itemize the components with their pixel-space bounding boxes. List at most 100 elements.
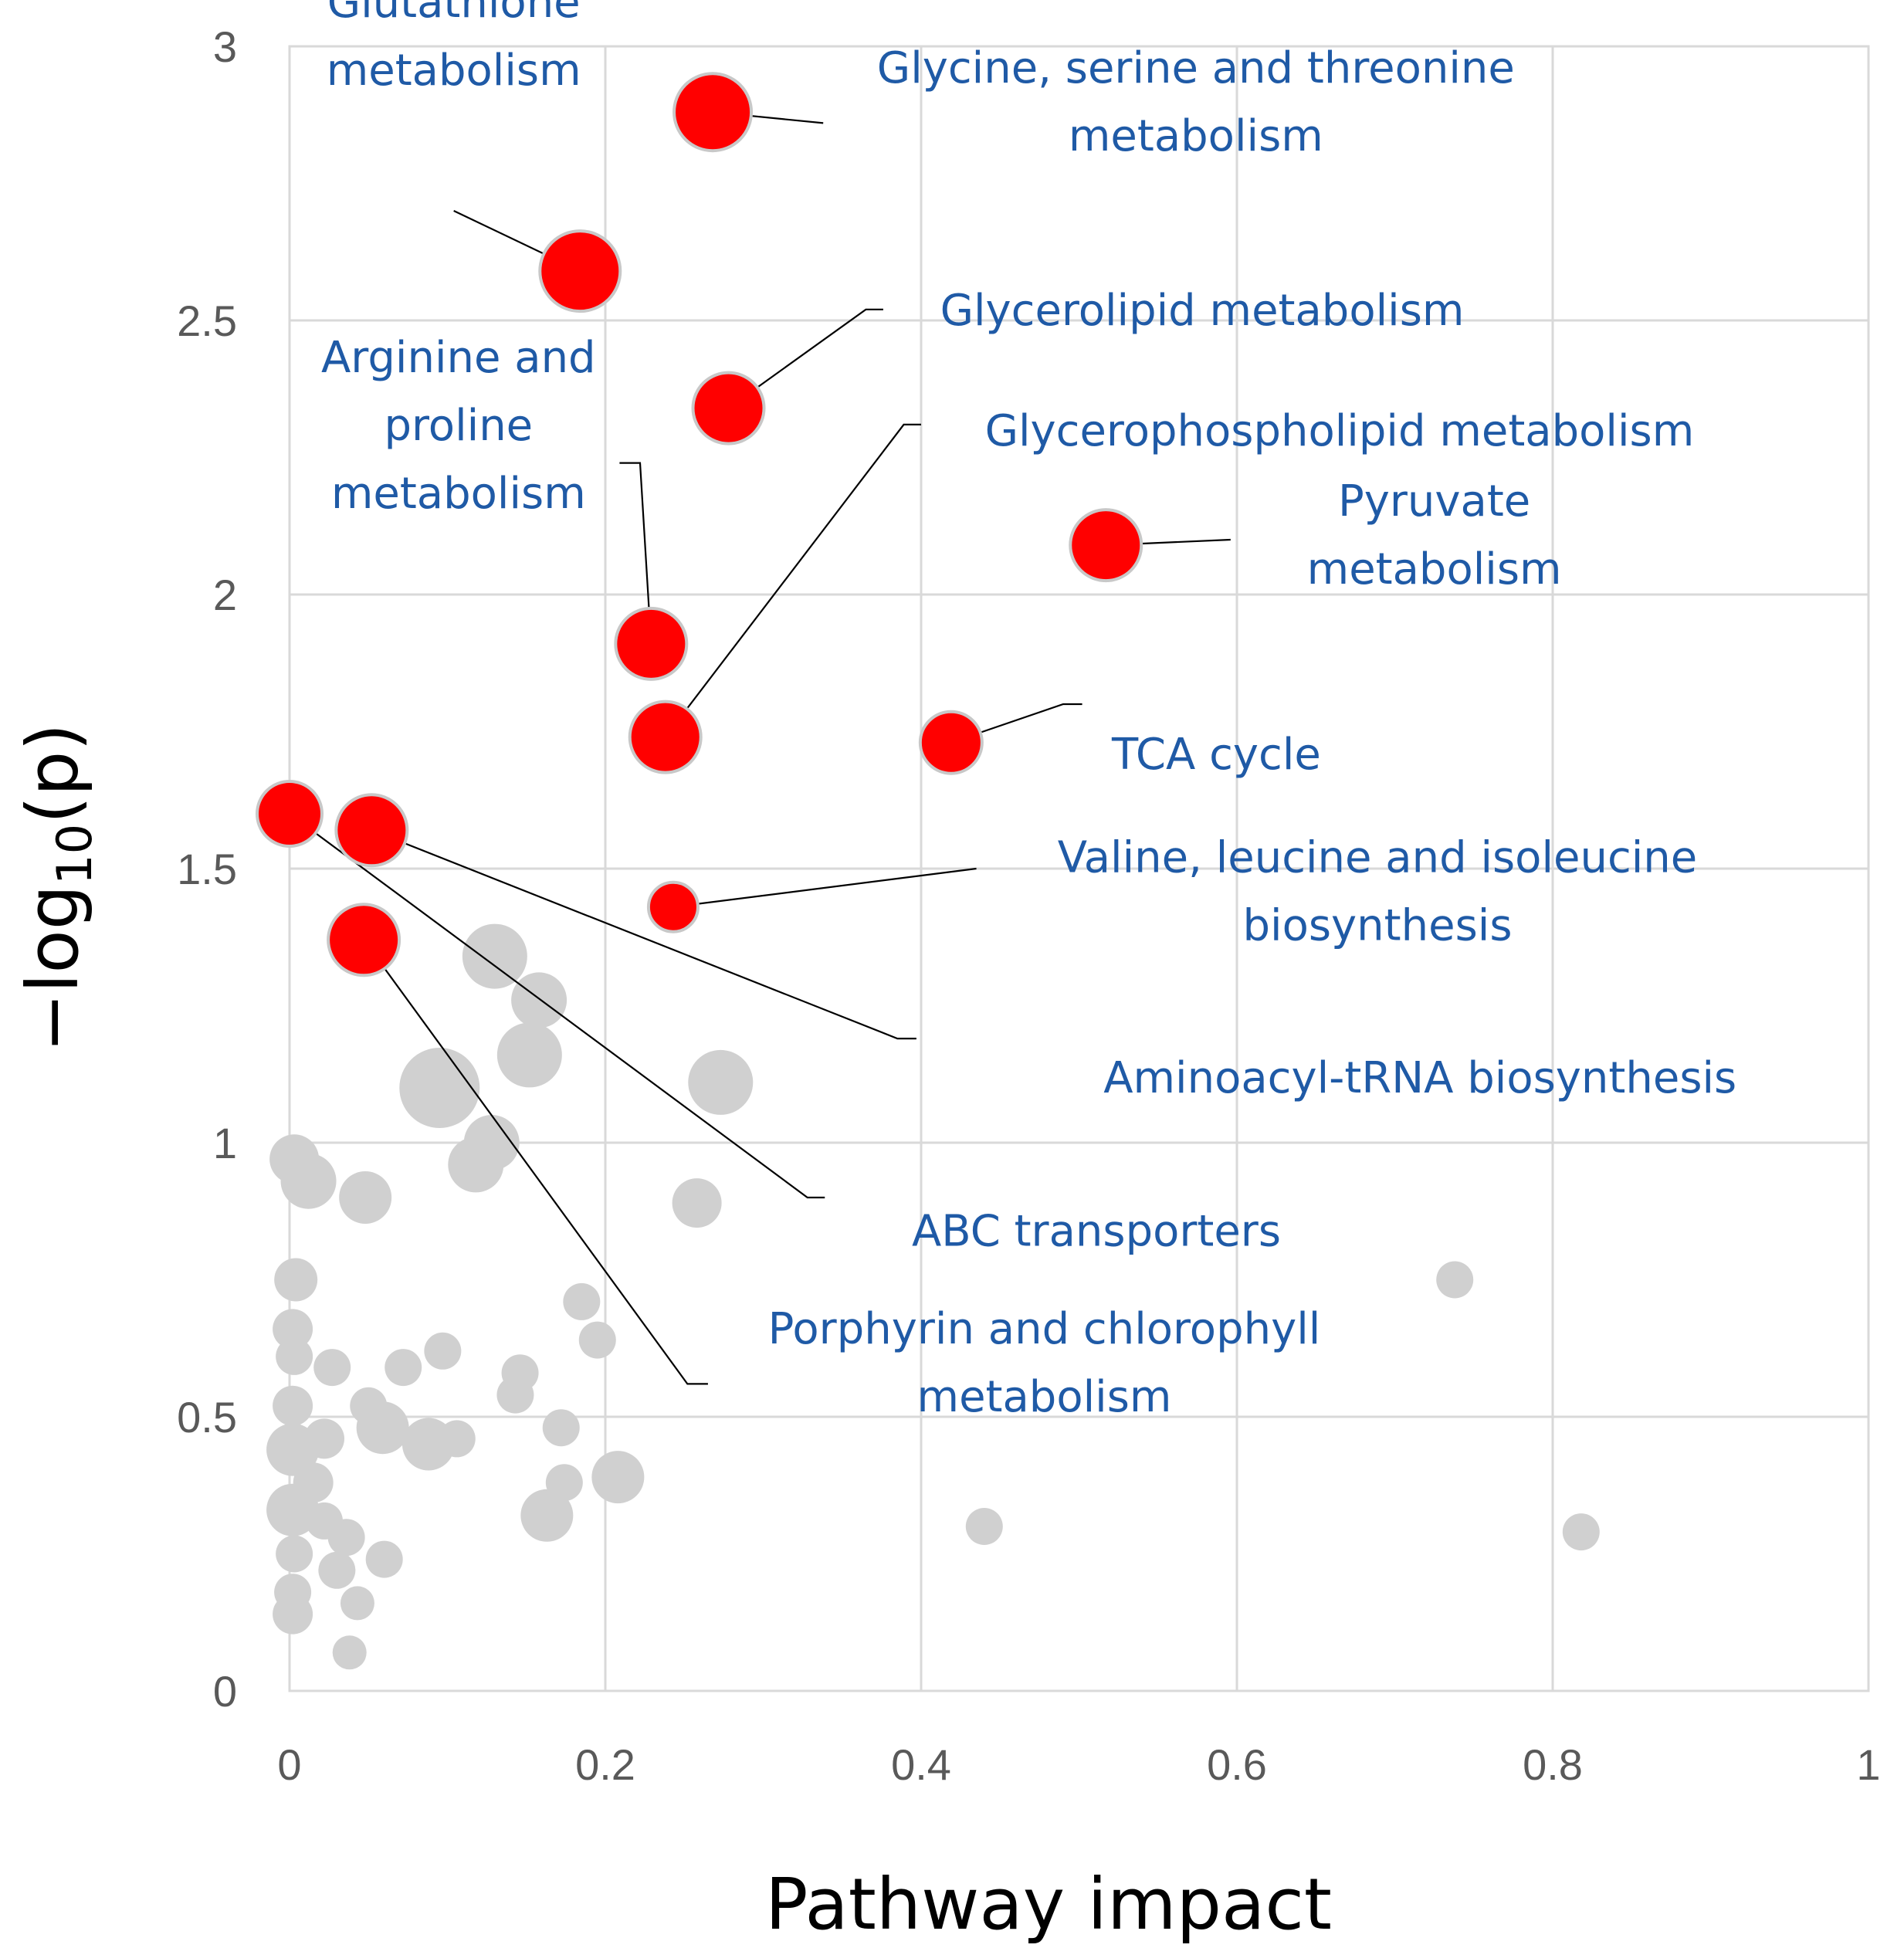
nonsignificant-pathway-point xyxy=(356,1401,409,1455)
nonsignificant-pathway-point xyxy=(578,1321,616,1359)
nonsignificant-pathway-point xyxy=(496,1022,562,1088)
annotation-leader-line xyxy=(672,867,977,908)
pathway-annotation-line: metabolism xyxy=(917,1372,1172,1422)
significant-pathway-point xyxy=(646,880,700,933)
pathway-annotation-line: metabolism xyxy=(327,46,581,96)
pathway-annotation-line: Glycerolipid metabolism xyxy=(940,286,1465,336)
annotation-leader-line xyxy=(371,829,916,1040)
pathway-annotation-line: Glycerophospholipid metabolism xyxy=(985,406,1695,456)
nonsignificant-pathway-point xyxy=(274,1258,318,1302)
nonsignificant-pathway-point xyxy=(563,1282,601,1320)
pathway-annotation-line: Valine, leucine and isoleucine xyxy=(1058,832,1698,883)
annotation-leader-line xyxy=(289,813,825,1199)
nonsignificant-pathway-point xyxy=(266,1483,320,1536)
significant-pathway-point xyxy=(334,793,409,868)
pathway-annotation-label: Glycine, serine and threonine metabolism xyxy=(877,43,1515,161)
x-tick-label: 0.8 xyxy=(1523,1740,1583,1789)
significant-pathway-point xyxy=(1069,508,1143,583)
pathway-annotation-line: biosynthesis xyxy=(1243,900,1513,950)
nonsignificant-pathway-point xyxy=(318,1551,356,1589)
annotation-leader-line xyxy=(664,423,921,738)
nonsignificant-pathway-point xyxy=(496,1376,534,1414)
tick-labels-layer: 0 0.2 0.4 0.6 0.8 1 0 0.5 1 1.5 2 2.5 3 xyxy=(177,22,1880,1789)
x-tick-label: 0.2 xyxy=(575,1740,635,1789)
nonsignificant-pathway-point xyxy=(1562,1513,1600,1551)
nonsignificant-pathway-point xyxy=(424,1332,462,1370)
y-tick-label: 3 xyxy=(213,22,237,71)
pathway-annotation-line: Glycine, serine and threonine xyxy=(877,43,1515,93)
y-axis-title-suffix: (p) xyxy=(12,723,94,824)
nonsignificant-pathway-point xyxy=(385,1349,422,1387)
pathway-annotation-label: Glycerolipid metabolism xyxy=(940,286,1465,336)
pathway-annotation-line: metabolism xyxy=(1307,544,1562,595)
significant-pathway-point xyxy=(538,229,622,313)
nonsignificant-pathway-point xyxy=(965,1508,1003,1545)
pathway-annotation-label: Glycerophospholipid metabolism xyxy=(985,406,1695,456)
nonsignificant-pathway-point xyxy=(591,1451,645,1504)
pathway-annotation-label: ABC transporters xyxy=(912,1207,1281,1257)
significant-pathway-point xyxy=(691,371,766,445)
pathway-annotation-line: metabolism xyxy=(1069,111,1323,161)
nonsignificant-points-layer xyxy=(266,923,1600,1670)
pathway-annotation-line: proline xyxy=(384,401,533,451)
nonsignificant-pathway-point xyxy=(313,1349,351,1387)
x-tick-label: 1 xyxy=(1856,1740,1880,1789)
nonsignificant-pathway-point xyxy=(1436,1261,1474,1299)
annotation-leader-line xyxy=(619,462,652,644)
nonsignificant-pathway-point xyxy=(266,1423,320,1476)
annotation-labels-layer: Glutathione metabolism Glycine, serine and… xyxy=(321,0,1736,1422)
nonsignificant-pathway-point xyxy=(438,1420,476,1458)
pathway-annotation-line: Aminoacyl-tRNA biosynthesis xyxy=(1103,1053,1736,1103)
y-tick-label: 0.5 xyxy=(177,1393,237,1442)
pathway-annotation-line: Glutathione xyxy=(327,0,581,28)
pathway-annotation-label: Porphyrin and chlorophyll metabolism xyxy=(768,1304,1321,1422)
nonsignificant-pathway-point xyxy=(273,1594,313,1635)
annotation-leader-line xyxy=(950,703,1082,744)
y-tick-label: 2 xyxy=(213,571,237,619)
y-tick-label: 2.5 xyxy=(177,296,237,345)
x-tick-label: 0 xyxy=(277,1740,301,1789)
pathway-annotation-label: Glutathione metabolism xyxy=(327,0,581,96)
x-tick-label: 0.6 xyxy=(1207,1740,1267,1789)
nonsignificant-pathway-point xyxy=(339,1171,392,1224)
pathway-annotation-line: Arginine and xyxy=(321,333,596,383)
annotation-leader-line xyxy=(363,939,708,1385)
pathway-annotation-label: Aminoacyl-tRNA biosynthesis xyxy=(1103,1053,1736,1103)
significant-points-layer xyxy=(256,72,1143,977)
pathway-annotation-line: ABC transporters xyxy=(912,1207,1281,1257)
y-tick-label: 1 xyxy=(213,1119,237,1167)
nonsignificant-pathway-point xyxy=(448,1137,504,1193)
nonsignificant-pathway-point xyxy=(542,1409,580,1447)
nonsignificant-pathway-point xyxy=(340,1586,374,1621)
nonsignificant-pathway-point xyxy=(672,1178,722,1228)
nonsignificant-pathway-point xyxy=(273,1309,313,1350)
significant-pathway-point xyxy=(256,780,324,848)
significant-pathway-point xyxy=(614,606,689,681)
nonsignificant-pathway-point xyxy=(462,923,527,989)
y-axis-title-prefix: −log xyxy=(12,885,94,1052)
plot-frame xyxy=(288,45,1870,1692)
pathway-annotation-line: metabolism xyxy=(331,469,586,519)
nonsignificant-pathway-point xyxy=(276,1535,313,1573)
y-tick-label: 0 xyxy=(213,1667,237,1716)
nonsignificant-pathway-point xyxy=(399,1048,480,1128)
pathway-annotation-label: TCA cycle xyxy=(1111,730,1321,780)
pathway-annotation-line: Pyruvate xyxy=(1338,476,1530,527)
annotation-leader-line xyxy=(727,308,883,409)
pathway-annotation-line: TCA cycle xyxy=(1111,730,1321,780)
pathway-annotation-label: Valine, leucine and isoleucine biosynthes… xyxy=(1058,832,1698,950)
significant-pathway-point xyxy=(628,700,703,774)
pathway-annotation-label: Pyruvate metabolism xyxy=(1307,476,1562,595)
nonsignificant-pathway-point xyxy=(365,1540,403,1578)
x-tick-label: 0.4 xyxy=(891,1740,951,1789)
y-tick-label: 1.5 xyxy=(177,845,237,893)
y-axis-title: −log10(p) xyxy=(12,723,103,1052)
nonsignificant-pathway-point xyxy=(688,1049,754,1115)
significant-pathway-point xyxy=(672,72,754,153)
significant-pathway-point xyxy=(327,903,401,977)
nonsignificant-pathway-point xyxy=(327,1519,365,1557)
nonsignificant-pathway-point xyxy=(276,1337,313,1375)
nonsignificant-pathway-point xyxy=(332,1635,367,1670)
